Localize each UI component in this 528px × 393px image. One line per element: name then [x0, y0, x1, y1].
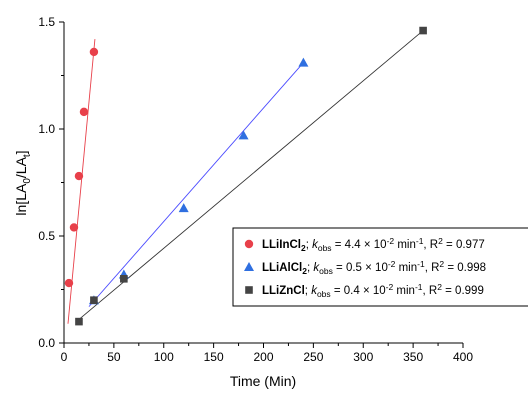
- data-point: [178, 203, 189, 213]
- legend-entry: LLiInCl2; kobs = 4.4 × 10-2 min-1, R2 = …: [262, 236, 485, 253]
- x-tick-label: 50: [107, 350, 121, 364]
- legend-box: [232, 227, 528, 307]
- data-point: [419, 26, 427, 35]
- y-tick-label: 0.0: [38, 336, 55, 350]
- data-point: [89, 47, 99, 57]
- data-point: [79, 107, 89, 117]
- y-tick-label: 1.0: [38, 122, 55, 136]
- x-tick-label: 400: [453, 350, 473, 364]
- legend-marker: [244, 239, 254, 249]
- legend-entry: LLiZnCl; kobs = 0.4 × 10-2 min-1, R2 = 0…: [262, 282, 484, 299]
- x-tick-label: 200: [253, 350, 273, 364]
- data-point: [238, 130, 249, 140]
- data-point: [90, 296, 98, 304]
- legend: LLiInCl2; kobs = 4.4 × 10-2 min-1, R2 = …: [232, 227, 528, 307]
- y-label-sub-0: 0: [22, 178, 33, 184]
- x-tick-label: 250: [303, 350, 323, 364]
- x-tick-label: 150: [204, 350, 224, 364]
- fit-line-2: [78, 30, 424, 320]
- x-tick-label: 300: [353, 350, 373, 364]
- y-tick-label: 0.5: [38, 229, 55, 243]
- data-point: [298, 57, 309, 67]
- x-tick-label: 100: [154, 350, 174, 364]
- x-tick-label: 350: [403, 350, 423, 364]
- data-point: [75, 317, 83, 326]
- y-axis-label: ln[LA0/LAt]: [13, 150, 33, 215]
- x-tick-label: 0: [61, 350, 68, 364]
- fit-line-1: [88, 62, 304, 307]
- data-point: [69, 223, 79, 232]
- data-point: [120, 275, 128, 283]
- data-point: [74, 171, 84, 181]
- legend-marker: [244, 262, 254, 271]
- data-point: [64, 278, 74, 288]
- fit-line-0: [67, 39, 96, 324]
- legend-marker: [245, 286, 253, 294]
- y-tick-label: 1.5: [38, 15, 55, 29]
- legend-entry: LLiAlCl2; kobs = 0.5 × 10-2 min-1, R2 = …: [262, 259, 486, 276]
- y-label-sub-t: t: [22, 154, 33, 157]
- x-axis-label: Time (Min): [230, 373, 296, 389]
